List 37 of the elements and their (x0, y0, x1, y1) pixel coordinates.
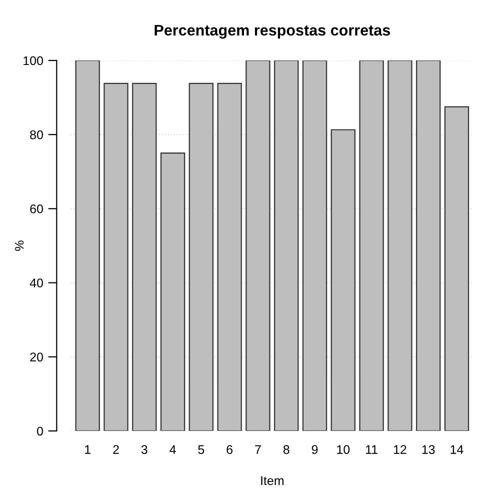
x-tick-label: 1 (85, 445, 90, 454)
bar (246, 60, 270, 431)
y-tick-label: 100 (24, 56, 43, 66)
x-tick-label: 7 (255, 445, 261, 454)
x-tick-label: 10 (337, 445, 350, 454)
bar (274, 60, 299, 431)
x-axis-title: Item (261, 476, 284, 486)
y-tick-label: 60 (30, 204, 43, 214)
x-tick-label: 5 (198, 445, 204, 454)
bar (188, 82, 214, 431)
x-tick-label: 4 (170, 445, 176, 454)
bar (359, 60, 384, 431)
x-tick-label: 12 (394, 445, 406, 454)
bar (104, 82, 128, 431)
x-tick-label: 2 (113, 445, 119, 454)
x-tick-label: 9 (312, 445, 318, 454)
x-tick-label: 3 (141, 445, 148, 454)
y-tick-label: 80 (30, 130, 43, 140)
bar (444, 106, 470, 431)
x-tick-label: 6 (226, 445, 232, 454)
chart-title: Percentagem respostas corretas (154, 24, 390, 39)
bar (217, 82, 242, 431)
y-tick-label: 0 (37, 426, 43, 436)
x-tick-label: 14 (450, 445, 464, 454)
bar (302, 60, 328, 431)
bar (388, 60, 412, 431)
x-tick-label: 13 (422, 445, 435, 454)
y-axis-title: % (14, 240, 24, 251)
y-tick-label: 40 (30, 278, 43, 288)
x-tick-label: 11 (366, 445, 378, 454)
bar (416, 60, 441, 431)
bar (330, 129, 356, 431)
y-tick-label: 20 (30, 352, 43, 362)
bar (160, 152, 186, 431)
bar (75, 60, 100, 431)
bar (132, 82, 157, 431)
x-tick-label: 8 (283, 445, 290, 454)
